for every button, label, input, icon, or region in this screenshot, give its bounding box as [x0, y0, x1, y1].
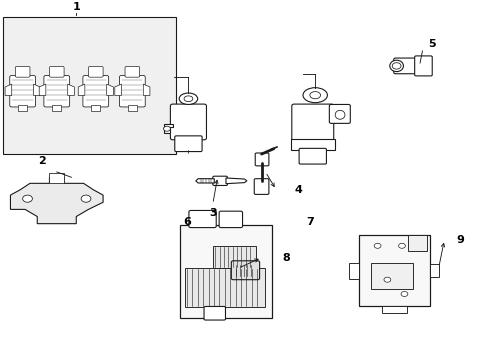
FancyBboxPatch shape	[88, 67, 103, 77]
FancyBboxPatch shape	[188, 211, 216, 228]
Text: 7: 7	[306, 217, 314, 227]
Circle shape	[398, 243, 405, 248]
Text: 9: 9	[456, 235, 464, 245]
Bar	[184, 267, 264, 307]
Polygon shape	[143, 84, 150, 95]
Polygon shape	[115, 84, 121, 95]
Bar	[359, 235, 429, 306]
Text: 1: 1	[72, 2, 80, 12]
FancyBboxPatch shape	[10, 76, 36, 107]
Circle shape	[400, 292, 407, 297]
FancyBboxPatch shape	[299, 148, 326, 164]
FancyBboxPatch shape	[329, 104, 349, 123]
Ellipse shape	[334, 111, 344, 119]
FancyBboxPatch shape	[254, 179, 268, 194]
Text: 6: 6	[183, 217, 190, 227]
Circle shape	[373, 243, 380, 248]
FancyBboxPatch shape	[174, 136, 202, 152]
Bar	[429, 264, 438, 277]
Bar	[290, 139, 334, 150]
FancyBboxPatch shape	[212, 176, 227, 185]
Polygon shape	[67, 84, 74, 95]
FancyBboxPatch shape	[231, 261, 259, 280]
FancyBboxPatch shape	[393, 58, 419, 74]
Bar	[49, 173, 64, 183]
FancyBboxPatch shape	[44, 76, 69, 107]
FancyBboxPatch shape	[203, 306, 225, 320]
Text: 8: 8	[282, 253, 289, 262]
Polygon shape	[106, 84, 113, 95]
Text: 4: 4	[294, 185, 302, 195]
Circle shape	[22, 195, 32, 202]
FancyBboxPatch shape	[15, 67, 30, 77]
Ellipse shape	[303, 88, 327, 103]
FancyBboxPatch shape	[119, 76, 145, 107]
Polygon shape	[10, 177, 103, 224]
FancyBboxPatch shape	[49, 67, 64, 77]
Bar	[179, 225, 272, 318]
Bar	[52, 105, 61, 111]
Circle shape	[391, 63, 400, 69]
Text: 5: 5	[427, 40, 435, 49]
Circle shape	[81, 195, 91, 202]
Polygon shape	[225, 178, 246, 184]
Bar	[212, 246, 255, 267]
Bar	[407, 235, 426, 251]
FancyBboxPatch shape	[125, 67, 140, 77]
Bar	[18, 105, 27, 111]
Bar	[127, 105, 137, 111]
Text: 3: 3	[208, 208, 216, 218]
FancyBboxPatch shape	[83, 76, 108, 107]
Circle shape	[383, 277, 390, 282]
Polygon shape	[78, 84, 85, 95]
FancyBboxPatch shape	[414, 56, 431, 76]
FancyBboxPatch shape	[255, 153, 268, 166]
Polygon shape	[34, 84, 40, 95]
Ellipse shape	[183, 96, 192, 102]
Polygon shape	[195, 179, 214, 183]
Bar	[348, 263, 359, 279]
Bar	[370, 263, 412, 289]
Polygon shape	[5, 84, 12, 95]
Ellipse shape	[179, 93, 197, 104]
Ellipse shape	[389, 60, 403, 72]
Bar	[91, 105, 100, 111]
Text: 2: 2	[38, 156, 46, 166]
Ellipse shape	[309, 91, 320, 99]
FancyBboxPatch shape	[170, 104, 206, 140]
Polygon shape	[163, 124, 172, 133]
Bar	[382, 306, 406, 313]
Bar	[3, 17, 176, 154]
FancyBboxPatch shape	[219, 211, 242, 228]
FancyBboxPatch shape	[291, 104, 333, 141]
Circle shape	[163, 126, 170, 131]
Polygon shape	[39, 84, 46, 95]
